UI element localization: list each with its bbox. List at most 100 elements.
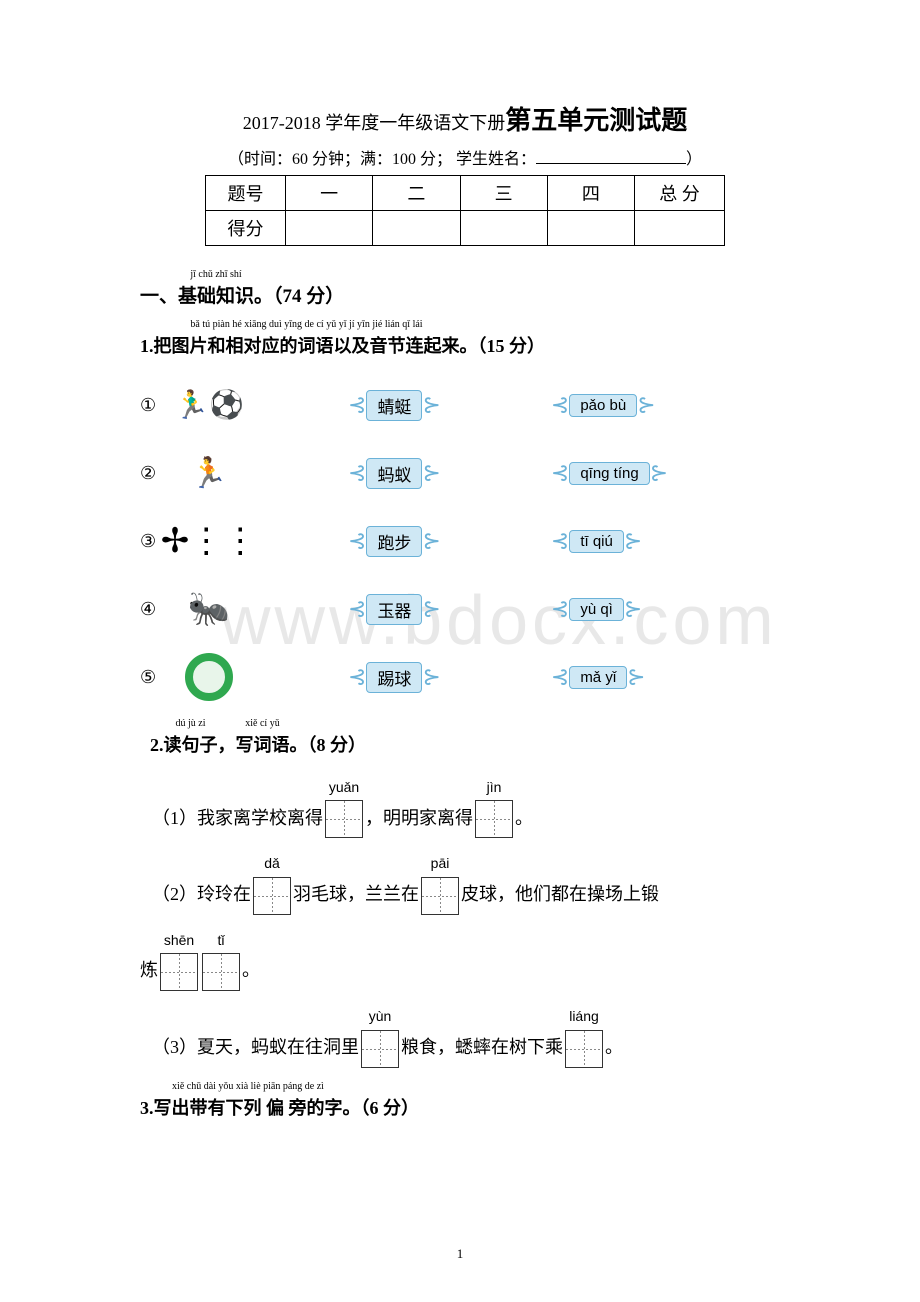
write-box-yuan[interactable]: yuǎn xyxy=(325,776,363,838)
wb-pinyin: pāi xyxy=(431,852,450,874)
s1-num: （1） xyxy=(152,794,197,838)
row-number: ④ xyxy=(140,599,170,620)
score-cell[interactable] xyxy=(286,211,373,246)
subtitle-post: ） xyxy=(686,151,702,168)
word-label[interactable]: ⊰蜻蜓⊱ xyxy=(348,390,441,421)
q3-text: 写出带有下列 偏 旁的字 xyxy=(154,1094,343,1123)
q1-pre: 1. xyxy=(140,336,154,356)
match-row: ④ 🐜 ⊰玉器⊱ ⊰yù qì⊱ xyxy=(140,581,790,637)
s2b-t2: 。 xyxy=(242,947,260,991)
s1-t3: 。 xyxy=(515,794,533,838)
write-box-jin[interactable]: jìn xyxy=(475,776,513,838)
wb-pinyin: tǐ xyxy=(218,929,225,951)
q2-comma: ， xyxy=(218,735,236,755)
score-table: 题号 一 二 三 四 总 分 得分 xyxy=(205,175,725,246)
th-3: 三 xyxy=(460,176,547,211)
jade-icon xyxy=(185,653,233,701)
match-row: ①🏃‍♂️⚽ ⊰蜻蜓⊱ ⊰pǎo bù⊱ xyxy=(140,377,790,433)
write-box-ti[interactable]: tǐ xyxy=(202,929,240,991)
th-4: 四 xyxy=(547,176,634,211)
ant-icon: 🐜 xyxy=(188,589,230,629)
q1-text: 把图片和相对应的词语以及音节连起来 xyxy=(154,332,460,361)
match-image[interactable]: 🏃 xyxy=(170,445,248,501)
table-row: 题号 一 二 三 四 总 分 xyxy=(206,176,725,211)
table-row: 得分 xyxy=(206,211,725,246)
wb-pinyin: yùn xyxy=(369,1005,392,1027)
q3-heading: 3.xiě chū dài yǒu xià liè piān páng de z… xyxy=(140,1082,790,1123)
wb-pinyin: yuǎn xyxy=(329,776,359,798)
score-cell[interactable] xyxy=(547,211,634,246)
match-image[interactable]: 🏃‍♂️⚽ xyxy=(170,377,248,433)
sec-pinyin: jī chǔ zhī shí xyxy=(178,270,254,280)
s1-t1: 我家离学校离得 xyxy=(197,794,323,838)
th-1: 一 xyxy=(286,176,373,211)
q2-points: 。（8 分） xyxy=(290,735,367,755)
word-label[interactable]: ⊰跑步⊱ xyxy=(348,526,441,557)
q2-text-b: 写词语 xyxy=(236,731,290,760)
s2-t3: 皮球，他们都在操场上锻 xyxy=(461,871,659,915)
pinyin-label[interactable]: ⊰qīng tíng⊱ xyxy=(551,462,668,485)
page-number: 1 xyxy=(0,1246,920,1262)
exam-info: （时间：60 分钟；满：100 分； 学生姓名： ） xyxy=(140,145,790,169)
th-total: 总 分 xyxy=(635,176,725,211)
match-image[interactable] xyxy=(170,649,248,705)
wb-pinyin: shēn xyxy=(164,929,194,951)
write-box-yun[interactable]: yùn xyxy=(361,1005,399,1067)
q1-points: 。（15 分） xyxy=(460,336,546,356)
match-row: ⑤ ⊰踢球⊱ ⊰mǎ yǐ⊱ xyxy=(140,649,790,705)
s2-num: （2） xyxy=(152,871,197,915)
score-cell[interactable] xyxy=(635,211,725,246)
match-row: ② 🏃 ⊰蚂蚁⊱ ⊰qīng tíng⊱ xyxy=(140,445,790,501)
q3-points: 。（6 分） xyxy=(343,1098,420,1118)
pinyin-label[interactable]: ⊰pǎo bù⊱ xyxy=(551,394,656,417)
s1-t2: ，明明家离得 xyxy=(365,794,473,838)
row-number: ① xyxy=(140,395,170,416)
th-2: 二 xyxy=(373,176,460,211)
pinyin-label[interactable]: ⊰tī qiú⊱ xyxy=(551,530,642,553)
word-label[interactable]: ⊰玉器⊱ xyxy=(348,594,441,625)
dragonfly-icon: ✢⋮⋮ xyxy=(161,521,258,561)
match-row: ③✢⋮⋮⊰跑步⊱⊰tī qiú⊱ xyxy=(140,513,790,569)
soccer-icon: 🏃‍♂️⚽ xyxy=(174,388,244,422)
match-image[interactable]: ✢⋮⋮ xyxy=(170,513,248,569)
write-box-shen[interactable]: shēn xyxy=(160,929,198,991)
write-box-da[interactable]: dǎ xyxy=(253,852,291,914)
title-main: 第五单元测试题 xyxy=(505,106,687,135)
pinyin-label[interactable]: ⊰mǎ yǐ⊱ xyxy=(551,666,646,689)
sec-text: 基础知识 xyxy=(178,282,254,312)
row-number: ② xyxy=(140,463,170,484)
s3-t3: 。 xyxy=(605,1024,623,1068)
q1-matching: ①🏃‍♂️⚽⊰蜻蜓⊱⊰pǎo bù⊱②🏃⊰蚂蚁⊱⊰qīng tíng⊱③✢⋮⋮⊰… xyxy=(140,377,790,705)
s2b-t1: 炼 xyxy=(140,947,158,991)
s3-t1: 夏天，蚂蚁在往洞里 xyxy=(197,1024,359,1068)
q2-sentence-3: （3） 夏天，蚂蚁在往洞里 yùn 粮食，蟋蟀在树下乘 liáng 。 xyxy=(152,1005,790,1067)
row-label: 得分 xyxy=(206,211,286,246)
s3-t2: 粮食，蟋蟀在树下乘 xyxy=(401,1024,563,1068)
q2-pinyin-b: xiě cí yǔ xyxy=(236,719,290,729)
page-title: 2017-2018 学年度一年级语文下册第五单元测试题 xyxy=(140,100,790,137)
score-cell[interactable] xyxy=(373,211,460,246)
q2-pinyin-a: dú jù zi xyxy=(164,719,218,729)
s2-t1: 玲玲在 xyxy=(197,871,251,915)
subtitle-pre: （时间：60 分钟；满：100 分； 学生姓名： xyxy=(228,151,536,168)
word-label[interactable]: ⊰蚂蚁⊱ xyxy=(348,458,441,489)
word-label[interactable]: ⊰踢球⊱ xyxy=(348,662,441,693)
write-box-liang[interactable]: liáng xyxy=(565,1005,603,1067)
write-box-pai[interactable]: pāi xyxy=(421,852,459,914)
q2-pre: 2. xyxy=(150,735,164,755)
match-image[interactable]: 🐜 xyxy=(170,581,248,637)
wb-pinyin: dǎ xyxy=(264,852,280,874)
s3-num: （3） xyxy=(152,1024,197,1068)
q3-pre: 3. xyxy=(140,1098,154,1118)
s2-t2: 羽毛球，兰兰在 xyxy=(293,871,419,915)
running-icon: 🏃 xyxy=(190,456,227,491)
name-blank[interactable] xyxy=(536,163,686,164)
q2-heading: 2.dú jù zi读句子，xiě cí yǔ写词语。（8 分） xyxy=(150,719,790,760)
pinyin-label[interactable]: ⊰yù qì⊱ xyxy=(551,598,642,621)
row-number: ⑤ xyxy=(140,667,170,688)
sec-pre: 一、 xyxy=(140,286,178,307)
q3-pinyin: xiě chū dài yǒu xià liè piān páng de zì xyxy=(154,1082,343,1092)
wb-pinyin: liáng xyxy=(569,1005,599,1027)
score-cell[interactable] xyxy=(460,211,547,246)
sec-points: 。（74 分） xyxy=(254,286,344,307)
